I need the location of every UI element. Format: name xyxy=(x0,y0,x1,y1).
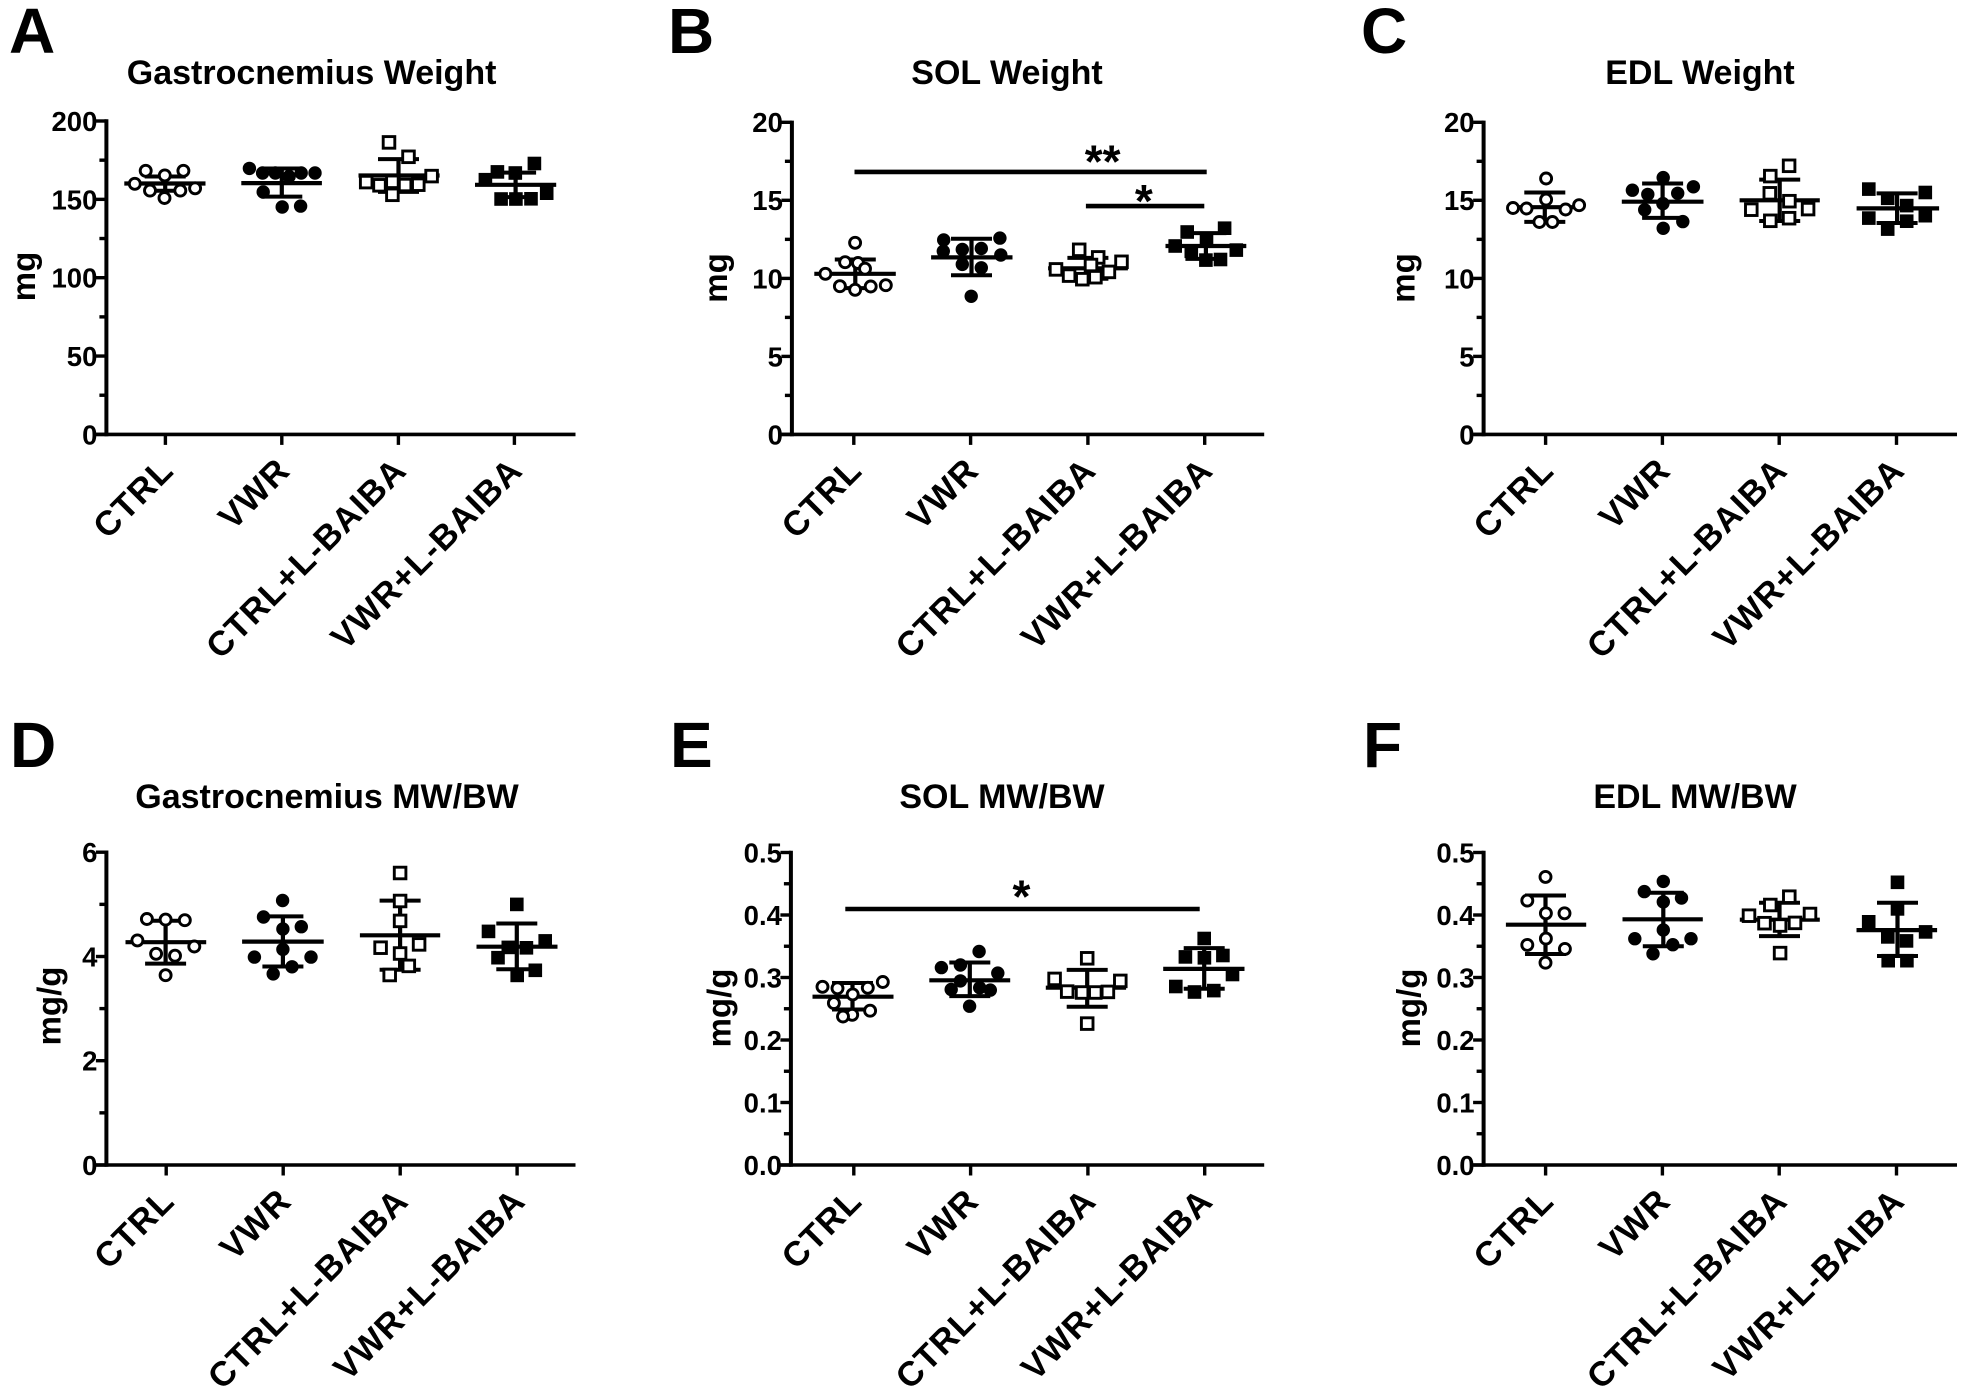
svg-text:0.3: 0.3 xyxy=(744,962,782,993)
svg-text:mg/g: mg/g xyxy=(1390,969,1427,1048)
svg-text:mg: mg xyxy=(697,253,734,303)
svg-text:C: C xyxy=(1361,0,1407,67)
svg-text:0.2: 0.2 xyxy=(1436,1025,1474,1056)
svg-text:F: F xyxy=(1363,709,1402,781)
svg-text:0.0: 0.0 xyxy=(1436,1150,1474,1181)
svg-text:15: 15 xyxy=(1444,185,1475,216)
svg-text:0.1: 0.1 xyxy=(1436,1087,1474,1118)
svg-text:E: E xyxy=(670,709,713,781)
svg-text:200: 200 xyxy=(52,106,98,137)
svg-text:20: 20 xyxy=(752,107,783,138)
svg-text:0.3: 0.3 xyxy=(1436,962,1474,993)
svg-text:EDL MW/BW: EDL MW/BW xyxy=(1593,778,1797,816)
svg-text:B: B xyxy=(668,0,714,67)
svg-text:0: 0 xyxy=(768,419,783,450)
svg-text:EDL Weight: EDL Weight xyxy=(1605,54,1795,92)
svg-text:0.4: 0.4 xyxy=(744,900,783,931)
svg-text:10: 10 xyxy=(752,263,783,294)
svg-text:0.5: 0.5 xyxy=(744,837,782,868)
svg-text:2: 2 xyxy=(82,1046,97,1077)
svg-text:0: 0 xyxy=(1459,419,1474,450)
svg-text:5: 5 xyxy=(1459,341,1474,372)
svg-text:20: 20 xyxy=(1444,107,1475,138)
svg-text:0: 0 xyxy=(82,1150,97,1181)
svg-text:0: 0 xyxy=(82,419,97,450)
svg-text:15: 15 xyxy=(752,185,783,216)
svg-text:5: 5 xyxy=(768,341,783,372)
svg-text:0.1: 0.1 xyxy=(744,1087,782,1118)
svg-text:6: 6 xyxy=(82,837,97,868)
svg-text:0.4: 0.4 xyxy=(1436,900,1475,931)
svg-text:A: A xyxy=(9,0,55,67)
svg-text:0.5: 0.5 xyxy=(1436,837,1474,868)
svg-text:4: 4 xyxy=(82,941,98,972)
svg-text:D: D xyxy=(10,709,56,781)
svg-text:Gastrocnemius MW/BW: Gastrocnemius MW/BW xyxy=(135,778,519,816)
svg-text:**: ** xyxy=(1085,135,1121,187)
svg-text:mg: mg xyxy=(1385,253,1422,303)
svg-text:mg/g: mg/g xyxy=(701,969,738,1048)
svg-text:10: 10 xyxy=(1444,263,1475,294)
svg-text:SOL MW/BW: SOL MW/BW xyxy=(899,778,1105,816)
svg-text:0.2: 0.2 xyxy=(744,1025,782,1056)
svg-text:*: * xyxy=(1013,870,1031,922)
svg-text:100: 100 xyxy=(52,263,98,294)
svg-text:50: 50 xyxy=(67,341,98,372)
svg-text:mg/g: mg/g xyxy=(31,967,68,1046)
svg-text:150: 150 xyxy=(52,184,98,215)
svg-text:*: * xyxy=(1135,175,1153,227)
svg-text:mg: mg xyxy=(5,252,42,302)
svg-text:Gastrocnemius Weight: Gastrocnemius Weight xyxy=(127,54,497,92)
svg-text:SOL Weight: SOL Weight xyxy=(911,54,1102,92)
svg-text:0.0: 0.0 xyxy=(744,1150,782,1181)
